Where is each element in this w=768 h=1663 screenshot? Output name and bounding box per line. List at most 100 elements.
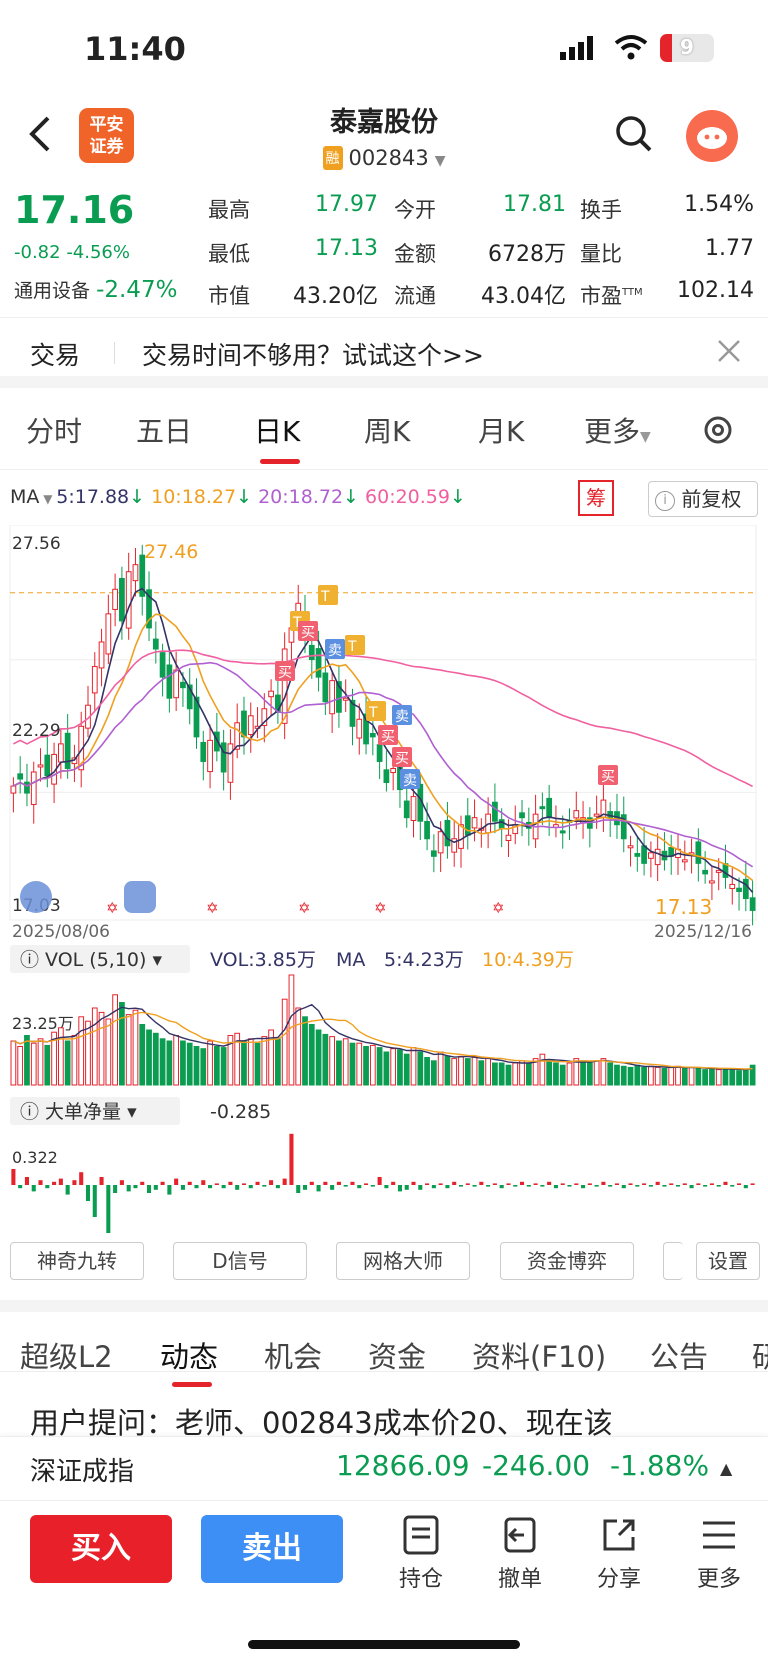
tab-yan[interactable]: 研 xyxy=(752,1340,768,1374)
volume-bar xyxy=(403,1053,410,1086)
back-icon[interactable] xyxy=(24,112,60,156)
netflow-bar xyxy=(119,1180,124,1185)
trade-mark-text-7: T xyxy=(368,705,378,721)
netflow-bar xyxy=(513,1185,518,1187)
tab-more[interactable]: 更多▼ xyxy=(584,415,651,448)
candle-body xyxy=(424,821,430,840)
close-icon[interactable] xyxy=(716,338,742,364)
candle-body xyxy=(193,696,200,738)
news-item[interactable]: 用户提问：老师、002843成本价20、现在该 xyxy=(30,1406,613,1440)
tool-fund-game[interactable]: 资金博弈 xyxy=(500,1242,634,1280)
volume-bar xyxy=(254,1042,261,1086)
netflow-bar xyxy=(85,1185,91,1201)
volratio-value: 1.77 xyxy=(705,236,754,261)
netflow-bar xyxy=(601,1181,606,1185)
tab-zijin[interactable]: 资金 xyxy=(368,1340,427,1374)
stock-code-line[interactable]: 融 002843 ▼ xyxy=(0,146,768,170)
tab-yuek[interactable]: 月K xyxy=(478,415,525,448)
more-action[interactable]: 更多 xyxy=(684,1515,754,1593)
promo-bar[interactable]: 交易 交易时间不够用？试试这个>> xyxy=(0,318,768,388)
tab-f10[interactable]: 资料(F10) xyxy=(472,1340,607,1374)
gear-icon[interactable] xyxy=(700,412,736,448)
volume-bar xyxy=(566,1062,573,1086)
candle-body xyxy=(742,878,749,899)
volume-bar xyxy=(342,1038,349,1086)
volume-bar xyxy=(166,1040,173,1086)
trade-mark-8 xyxy=(378,725,398,745)
high-value: 17.97 xyxy=(315,192,378,217)
tab-rik[interactable]: 日K xyxy=(254,415,301,448)
candle-body xyxy=(227,743,234,783)
expand-up-icon[interactable]: ▲ xyxy=(720,1459,733,1478)
netflow-bar xyxy=(289,1133,294,1185)
tab-zhouk[interactable]: 周K xyxy=(364,415,411,448)
candle-body xyxy=(268,690,274,698)
cancel-action[interactable]: 撤单 xyxy=(485,1515,555,1593)
assistant-avatar-icon[interactable] xyxy=(686,110,738,162)
trade-mark-text-6: 卖 xyxy=(395,709,409,725)
fuquan-button[interactable]: i 前复权 xyxy=(648,481,758,517)
netflow-bar xyxy=(614,1183,620,1185)
volume-bar xyxy=(241,1040,247,1086)
tool-settings[interactable]: 设置 xyxy=(696,1242,760,1280)
netflow-bar xyxy=(262,1185,267,1187)
netflow-bar xyxy=(167,1185,172,1195)
high-marker-label: 27.46 xyxy=(144,541,198,563)
tool-grid-master[interactable]: 网格大师 xyxy=(336,1242,470,1280)
candle-body xyxy=(519,812,525,819)
netflow-bar xyxy=(180,1185,185,1190)
candle-body xyxy=(112,588,118,610)
position-action[interactable]: 持仓 xyxy=(386,1515,456,1593)
candle-body xyxy=(627,845,634,849)
battery-level: 9 xyxy=(680,35,694,59)
chip-button[interactable]: 筹 xyxy=(578,480,614,516)
candle-body xyxy=(573,810,580,819)
candle-body xyxy=(30,771,37,805)
volume-bar xyxy=(444,1055,451,1086)
status-time: 11:40 xyxy=(84,30,186,68)
netflow-bar xyxy=(99,1177,104,1185)
volume-bar xyxy=(424,1057,430,1086)
volume-bar xyxy=(715,1069,722,1086)
netflow-bar xyxy=(201,1180,206,1185)
share-action[interactable]: 分享 xyxy=(584,1515,654,1593)
volume-bar xyxy=(620,1065,627,1086)
tab-dongtai[interactable]: 动态 xyxy=(160,1340,219,1374)
candle-body xyxy=(173,669,180,699)
tab-fenshi[interactable]: 分时 xyxy=(26,415,83,448)
float-value: 43.04亿 xyxy=(481,284,566,309)
volume-bar xyxy=(607,1062,614,1086)
tab-jihui[interactable]: 机会 xyxy=(264,1340,323,1374)
tab-gonggao[interactable]: 公告 xyxy=(650,1340,709,1374)
tab-super-l2[interactable]: 超级L2 xyxy=(20,1340,113,1374)
volume-bar xyxy=(125,1014,132,1086)
volume-bar xyxy=(213,1046,220,1086)
sector-row[interactable]: 通用设备 -2.47% xyxy=(14,277,178,303)
netflow-bar xyxy=(38,1180,43,1185)
netflow-bar xyxy=(160,1181,165,1185)
broker-logo[interactable]: 平安 证券 xyxy=(79,108,134,163)
search-icon[interactable] xyxy=(614,114,654,154)
trade-mark-text-8: 买 xyxy=(381,729,395,745)
stock-title[interactable]: 泰嘉股份 xyxy=(330,107,438,138)
tool-partial[interactable] xyxy=(663,1242,683,1280)
netflow-bar xyxy=(594,1185,599,1187)
vol-selector-label: ⓘ VOL (5,10) ▾ xyxy=(20,949,162,971)
index-bar[interactable]: 深证成指 12866.09 -246.00 -1.88% ▲ xyxy=(0,1436,768,1500)
kline-chart[interactable]: 27.5622.2917.0327.4617.13TT买卖T买卖T买买卖买✡✡✡… xyxy=(0,525,768,1240)
netflow-bar xyxy=(560,1183,565,1185)
wifi-icon xyxy=(614,34,648,60)
volume-bar xyxy=(44,1044,51,1086)
candle-body xyxy=(498,819,505,829)
promo-text[interactable]: 交易时间不够用？试试这个>> xyxy=(142,341,484,370)
tab-wuri[interactable]: 五日 xyxy=(136,415,193,448)
tool-d-signal[interactable]: D信号 xyxy=(173,1242,307,1280)
volume-bar xyxy=(627,1066,634,1086)
tool-nine-turn[interactable]: 神奇九转 xyxy=(10,1242,144,1280)
volume-bar xyxy=(478,1060,485,1086)
ma-legend[interactable]: MA ▼ 5:17.88↓ 10:18.27↓ 20:18.72↓ 60:20.… xyxy=(10,486,466,508)
netflow-bar xyxy=(628,1183,633,1185)
sell-button[interactable]: 卖出 xyxy=(201,1515,343,1583)
buy-button[interactable]: 买入 xyxy=(30,1515,172,1583)
candle-body xyxy=(505,834,512,842)
